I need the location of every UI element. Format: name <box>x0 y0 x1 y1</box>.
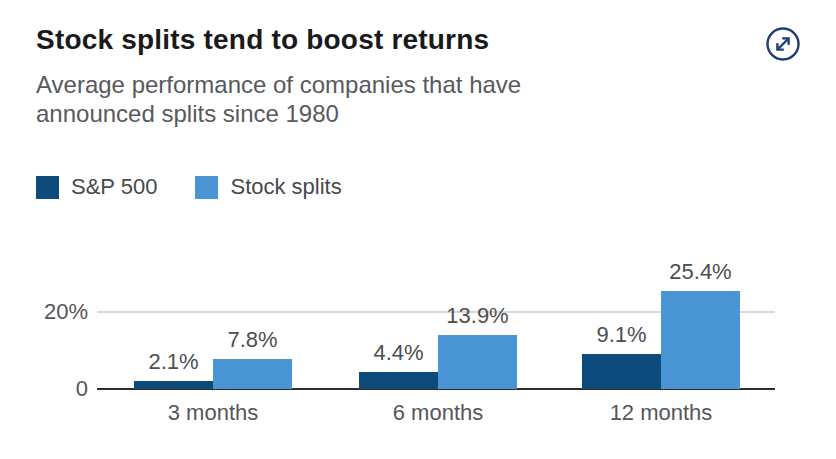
x-category-label-3-months: 3 months <box>123 400 303 426</box>
bar-s-p-500-3-months <box>134 381 213 389</box>
value-label-7.8%: 7.8% <box>193 327 312 353</box>
chart-card: Stock splits tend to boost returns Avera… <box>0 0 836 459</box>
legend-label-stock-splits: Stock splits <box>230 174 341 200</box>
legend-item-sp500: S&P 500 <box>36 174 157 200</box>
value-label-13.9%: 13.9% <box>418 303 537 329</box>
x-category-label-6-months: 6 months <box>348 400 528 426</box>
value-label-4.4%: 4.4% <box>339 340 458 366</box>
value-label-9.1%: 9.1% <box>562 322 681 348</box>
legend-swatch-sp500 <box>36 176 59 199</box>
expand-button[interactable] <box>764 25 802 63</box>
expand-icon <box>764 25 802 63</box>
bar-s-p-500-12-months <box>582 354 661 389</box>
subtitle-line-2: announced splits since 1980 <box>36 100 339 127</box>
value-label-25.4%: 25.4% <box>641 259 760 285</box>
subtitle-line-1: Average performance of companies that ha… <box>36 71 521 98</box>
chart-title: Stock splits tend to boost returns <box>36 24 489 56</box>
x-category-label-12-months: 12 months <box>571 400 751 426</box>
bar-s-p-500-6-months <box>359 372 438 389</box>
legend-swatch-stock-splits <box>195 176 218 199</box>
y-tick-label-20: 20% <box>8 299 88 325</box>
chart-subtitle: Average performance of companies that ha… <box>36 70 521 128</box>
y-tick-label-0: 0 <box>8 376 88 402</box>
bar-chart: 020%2.1%4.4%9.1%7.8%13.9%25.4%3 months6 … <box>0 229 836 459</box>
legend-label-sp500: S&P 500 <box>71 174 157 200</box>
legend: S&P 500 Stock splits <box>36 174 342 200</box>
legend-item-stock-splits: Stock splits <box>195 174 341 200</box>
